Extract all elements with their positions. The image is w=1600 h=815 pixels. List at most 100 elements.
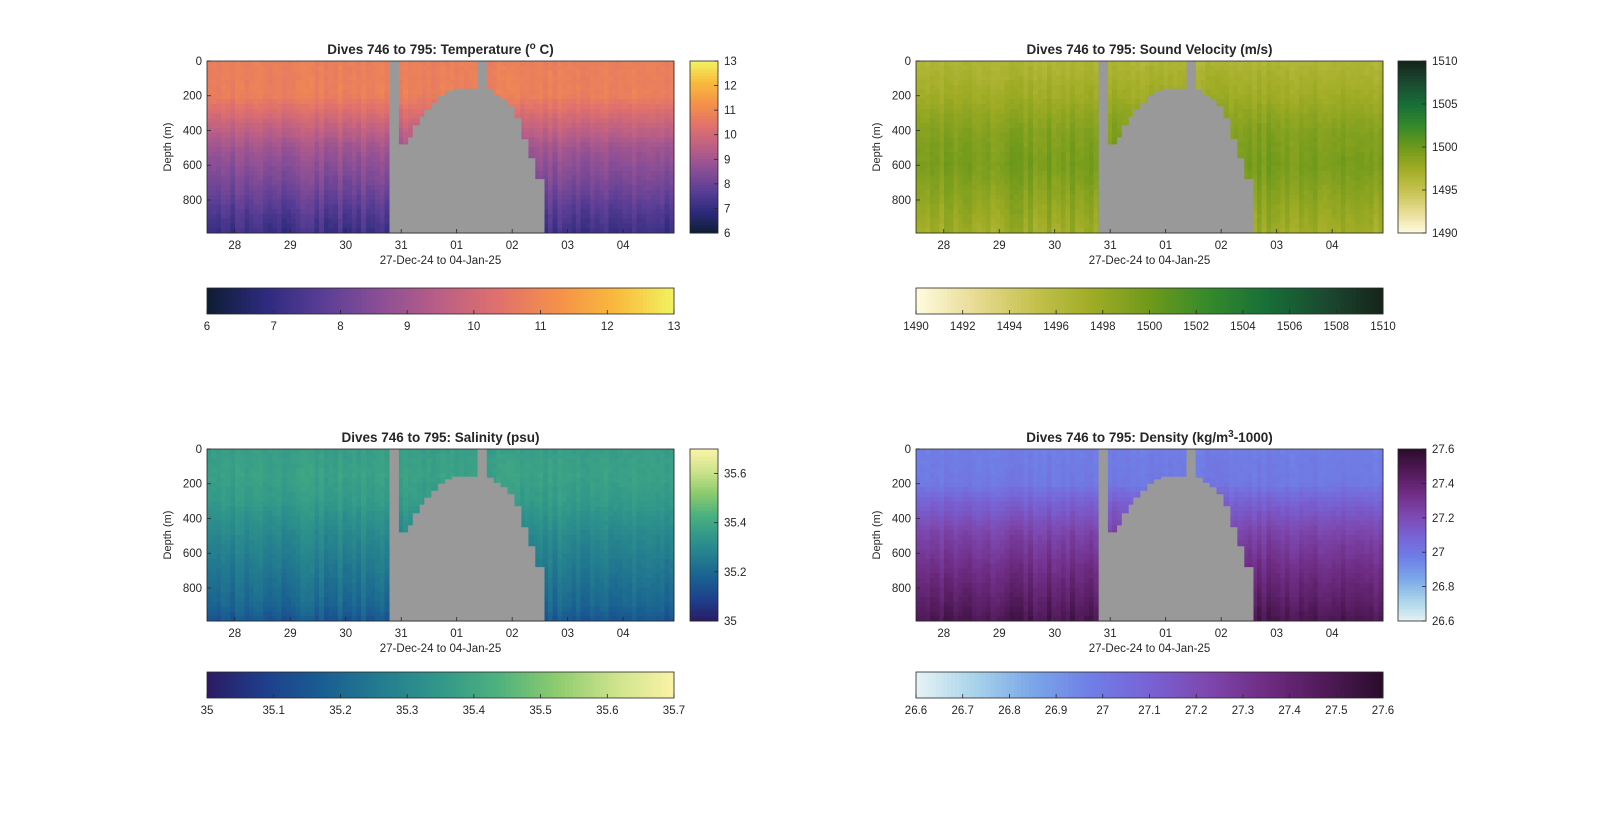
- heatmap-cell: [524, 65, 530, 72]
- heatmap-cell: [617, 89, 624, 96]
- heatmap-cell: [239, 132, 245, 139]
- heatmap-cell: [375, 199, 381, 205]
- colorbar-segment: [459, 288, 465, 314]
- colorbar-segment: [354, 288, 360, 314]
- heatmap-cell: [533, 147, 540, 153]
- heatmap-cell: [370, 132, 376, 139]
- heatmap-cell: [543, 70, 549, 76]
- heatmap-cell: [286, 61, 292, 67]
- heatmap-cell: [328, 118, 334, 124]
- side-colorbar-segment: [690, 221, 718, 225]
- heatmap-cell: [295, 99, 301, 105]
- heatmap-cell: [216, 127, 222, 134]
- heatmap-cell: [258, 113, 264, 119]
- heatmap-cell: [1042, 218, 1048, 225]
- heatmap-cell: [309, 99, 316, 105]
- heatmap-cell: [235, 113, 241, 119]
- heatmap-cell: [1046, 80, 1053, 86]
- heatmap-cell: [948, 175, 954, 182]
- heatmap-cell: [463, 84, 470, 91]
- heatmap-cell: [930, 147, 936, 153]
- heatmap-cell: [967, 194, 973, 201]
- heatmap-cell: [543, 142, 549, 148]
- heatmap-cell: [281, 123, 287, 129]
- heatmap-cell: [1032, 199, 1039, 205]
- heatmap-cell: [253, 94, 259, 100]
- heatmap-cell: [1051, 213, 1057, 220]
- heatmap-cell: [253, 70, 259, 76]
- heatmap-cell: [659, 156, 666, 162]
- heatmap-cell: [277, 94, 283, 100]
- heatmap-cell: [622, 194, 628, 201]
- heatmap-cell: [337, 113, 344, 119]
- heatmap-cell: [337, 80, 344, 86]
- heatmap-cell: [962, 190, 968, 196]
- heatmap-cell: [967, 75, 973, 81]
- heatmap-cell: [277, 170, 283, 177]
- heatmap-cell: [309, 218, 316, 225]
- heatmap-cell: [655, 70, 661, 76]
- heatmap-cell: [944, 170, 950, 177]
- heatmap-cell: [356, 84, 362, 91]
- heatmap-cell: [211, 70, 217, 76]
- heatmap-cell: [258, 161, 264, 167]
- heatmap-cell: [1051, 166, 1057, 172]
- heatmap-cell: [948, 147, 954, 153]
- heatmap-cell: [356, 147, 362, 153]
- heatmap-cell: [948, 185, 954, 191]
- heatmap-cell: [962, 204, 968, 210]
- heatmap-cell: [543, 170, 549, 177]
- heatmap-cell: [1028, 218, 1034, 225]
- heatmap-cell: [258, 151, 264, 158]
- heatmap-cell: [291, 108, 297, 115]
- heatmap-cell: [459, 65, 465, 72]
- heatmap-cell: [221, 89, 227, 96]
- heatmap-cell: [1037, 223, 1043, 229]
- heatmap-cell: [557, 89, 563, 96]
- side-colorbar-segment: [690, 164, 718, 168]
- heatmap-cell: [599, 199, 605, 205]
- side-colorbar-segment: [690, 212, 718, 217]
- heatmap-cell: [375, 84, 381, 91]
- heatmap-cell: [986, 89, 992, 96]
- heatmap-cell: [384, 151, 390, 158]
- heatmap-cell: [962, 108, 968, 115]
- heatmap-cell: [990, 204, 996, 210]
- heatmap-cell: [920, 89, 926, 96]
- heatmap-cell: [664, 161, 670, 167]
- heatmap-cell: [524, 70, 530, 76]
- heatmap-cell: [622, 65, 628, 72]
- heatmap-cell: [249, 213, 255, 220]
- heatmap-cell: [566, 223, 572, 229]
- heatmap-cell: [379, 151, 386, 158]
- heatmap-cell: [585, 223, 591, 229]
- heatmap-cell: [939, 132, 945, 139]
- heatmap-cell: [1018, 113, 1025, 119]
- heatmap-cell: [323, 147, 330, 153]
- heatmap-cell: [1004, 94, 1010, 100]
- heatmap-cell: [594, 151, 600, 158]
- heatmap-cell: [580, 123, 586, 129]
- heatmap-cell: [244, 175, 250, 182]
- heatmap-cell: [281, 65, 287, 72]
- heatmap-cell: [375, 118, 381, 124]
- heatmap-cell: [365, 151, 372, 158]
- heatmap-cell: [407, 113, 414, 119]
- heatmap-cell: [669, 185, 675, 191]
- heatmap-cell: [962, 175, 968, 182]
- heatmap-cell: [1046, 118, 1053, 124]
- heatmap-cell: [323, 213, 330, 220]
- heatmap-cell: [1018, 108, 1025, 115]
- heatmap-cell: [510, 70, 516, 76]
- heatmap-cell: [944, 75, 950, 81]
- heatmap-cell: [664, 180, 670, 186]
- heatmap-cell: [347, 228, 353, 234]
- heatmap-cell: [1009, 213, 1015, 220]
- heatmap-cell: [253, 61, 259, 67]
- heatmap-cell: [1000, 123, 1006, 129]
- heatmap-cell: [939, 213, 945, 220]
- heatmap-cell: [659, 142, 666, 148]
- heatmap-cell: [561, 142, 568, 148]
- heatmap-cell: [272, 185, 278, 191]
- colorbar-segment: [315, 288, 321, 314]
